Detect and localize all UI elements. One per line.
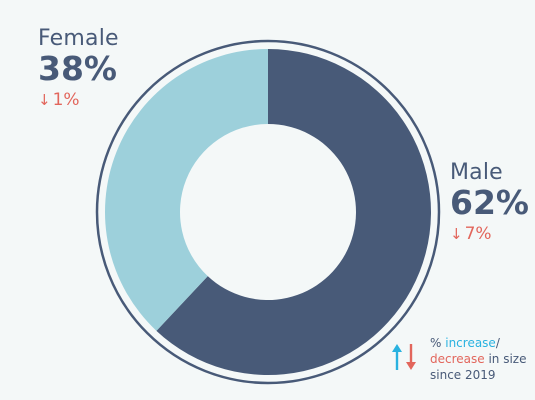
- female-change-label: ↓ 1%: [38, 90, 119, 110]
- male-change-label: ↓ 7%: [450, 224, 529, 244]
- legend-pct-prefix: %: [430, 336, 442, 350]
- female-percent-label: 38%: [38, 49, 117, 88]
- female-label-block: Female 38% ↓ 1%: [38, 26, 119, 111]
- legend-text: % increase/ decrease in size since 2019: [430, 335, 535, 383]
- legend-since-year: since 2019: [430, 368, 496, 382]
- up-arrow-icon: [392, 344, 402, 370]
- female-name-label: Female: [38, 26, 119, 51]
- male-percent-label: 62%: [450, 183, 529, 222]
- donut-slices: [104, 49, 431, 375]
- slice-female: [104, 49, 268, 331]
- legend-decrease-word: decrease: [430, 352, 485, 366]
- up-down-arrows-icon: [392, 344, 416, 370]
- down-arrow-icon: [406, 344, 416, 370]
- legend-increase-word: increase: [445, 336, 496, 350]
- legend-in-size: in size: [488, 352, 527, 366]
- male-name-label: Male: [450, 160, 503, 185]
- down-arrow-icon: ↓: [38, 91, 51, 109]
- male-change-value: 7%: [464, 224, 492, 244]
- legend-slash: /: [495, 336, 500, 350]
- female-change-value: 1%: [52, 90, 80, 110]
- slice-male: [156, 49, 431, 375]
- male-label-block: Male 62% ↓ 7%: [450, 160, 529, 245]
- outer-ring: [95, 39, 441, 385]
- down-arrow-icon: ↓: [450, 225, 463, 243]
